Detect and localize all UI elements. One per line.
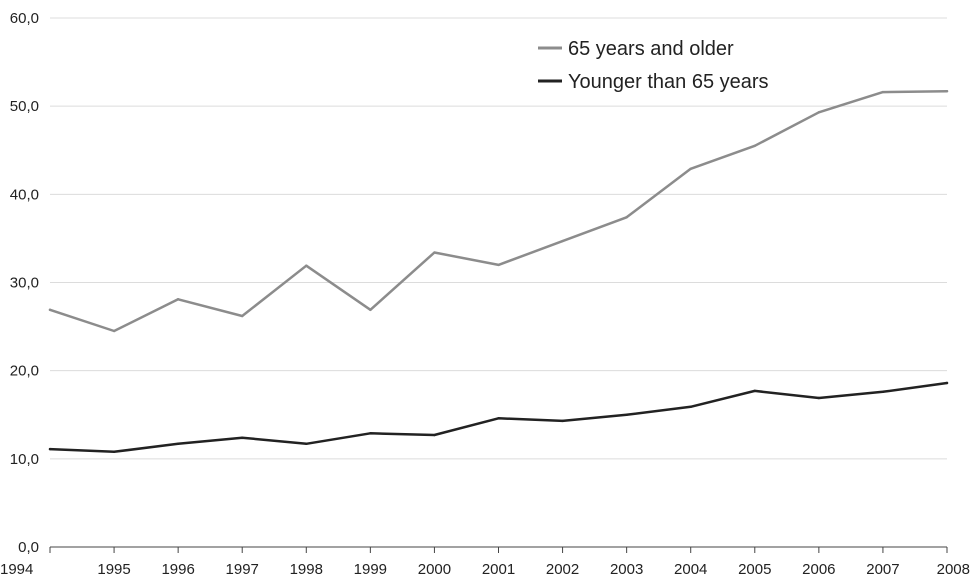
x-tick-label: 1997 — [226, 561, 259, 578]
data-point — [817, 396, 821, 400]
y-tick-label: 0,0 — [18, 539, 39, 556]
legend: 65 years and older Younger than 65 years — [538, 38, 769, 93]
x-tick-label: 2000 — [418, 561, 451, 578]
data-point — [369, 432, 372, 435]
data-point — [241, 436, 244, 439]
x-tick-label: 1994 — [0, 561, 33, 578]
x-tick-label: 2001 — [482, 561, 515, 578]
data-point — [48, 308, 52, 312]
data-point — [433, 251, 436, 254]
data-point — [753, 144, 756, 148]
x-tick-label: 2005 — [738, 561, 771, 578]
data-point — [625, 216, 628, 219]
series-layer — [48, 89, 949, 454]
x-tick-label: 2006 — [802, 561, 835, 578]
x-axis-ticks: 1994 1995 1996 1997 1998 1999 2000 2001 2002 2003… — [0, 547, 970, 578]
data-point — [48, 447, 52, 451]
data-point — [176, 442, 180, 446]
gridlines — [50, 17, 947, 460]
data-point — [689, 405, 692, 409]
x-tick-label: 2003 — [610, 561, 643, 578]
data-point — [625, 413, 628, 416]
data-point — [241, 314, 244, 318]
legend-item-0: 65 years and older — [538, 38, 734, 60]
series-line-0 — [48, 89, 949, 333]
data-point — [305, 264, 308, 267]
x-tick-label: 1995 — [97, 561, 130, 578]
y-axis-ticks: 0,0 10,0 20,0 30,0 40,0 50,0 60,0 — [10, 10, 39, 556]
y-tick-label: 50,0 — [10, 98, 39, 115]
data-point — [497, 417, 500, 420]
data-point — [945, 89, 949, 93]
x-tick-label: 2007 — [866, 561, 899, 578]
data-point — [112, 329, 116, 333]
data-point — [112, 450, 116, 453]
legend-label-1: Younger than 65 years — [568, 71, 769, 93]
data-point — [561, 419, 564, 423]
data-point — [817, 111, 821, 114]
data-point — [689, 167, 692, 170]
y-tick-label: 40,0 — [10, 186, 39, 203]
data-point — [561, 239, 564, 243]
data-point — [881, 390, 885, 394]
data-point — [369, 308, 372, 312]
data-point — [753, 389, 756, 393]
y-tick-label: 30,0 — [10, 275, 39, 292]
x-tick-label: 2004 — [674, 561, 707, 578]
y-tick-label: 20,0 — [10, 363, 39, 380]
data-point — [305, 442, 308, 446]
x-tick-label: 1996 — [161, 561, 194, 578]
legend-item-1: Younger than 65 years — [538, 71, 769, 93]
x-tick-label: 1998 — [290, 561, 323, 578]
x-tick-label: 1999 — [354, 561, 387, 578]
data-point — [497, 263, 500, 267]
y-tick-label: 10,0 — [10, 451, 39, 468]
data-point — [433, 433, 436, 437]
data-point — [881, 90, 885, 94]
x-tick-label: 2008 — [937, 561, 970, 578]
legend-label-0: 65 years and older — [568, 38, 734, 60]
x-tick-label: 2002 — [546, 561, 579, 578]
data-point — [176, 298, 180, 301]
data-point — [945, 381, 949, 385]
y-tick-label: 60,0 — [10, 10, 39, 27]
